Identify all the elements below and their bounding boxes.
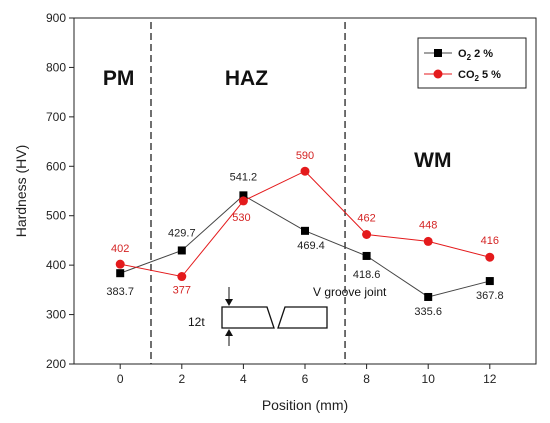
y-tick-label: 600 — [46, 159, 66, 173]
region-label-wm: WM — [414, 149, 451, 172]
y-tick-label: 400 — [46, 258, 66, 272]
data-label: 367.8 — [476, 290, 504, 302]
x-tick-label: 10 — [422, 372, 436, 386]
data-point-circle — [362, 229, 372, 239]
x-tick-label: 6 — [302, 372, 309, 386]
x-axis-title: Position (mm) — [262, 397, 348, 413]
x-tick-label: 0 — [117, 372, 124, 386]
data-point-square — [301, 226, 309, 235]
data-point-square — [424, 292, 433, 301]
legend-marker-circle — [433, 69, 443, 79]
data-point-square — [485, 277, 494, 286]
data-label: 377 — [173, 285, 191, 297]
y-axis-title: Hardness (HV) — [13, 145, 29, 238]
data-label: 429.7 — [168, 227, 196, 239]
legend-entry-0: O2 2 % — [458, 48, 493, 62]
x-tick-label: 2 — [178, 372, 185, 386]
data-label: 418.6 — [353, 269, 381, 281]
data-point-circle — [177, 272, 187, 282]
data-label: 402 — [111, 243, 129, 255]
region-label-pm: PM — [103, 67, 135, 90]
data-point-circle — [115, 259, 125, 269]
y-tick-label: 700 — [46, 110, 66, 124]
legend-entry-1: CO2 5 % — [458, 69, 501, 83]
data-label: 541.2 — [230, 171, 258, 183]
data-point-square — [239, 191, 248, 200]
data-label: 530 — [232, 212, 250, 224]
data-label: 448 — [419, 219, 437, 231]
x-tick-label: 12 — [483, 372, 497, 386]
data-point-square — [362, 251, 371, 260]
legend-box — [417, 37, 527, 89]
data-point-square — [116, 269, 125, 278]
thickness-arrowhead-bottom — [225, 329, 233, 336]
y-tick-label: 300 — [46, 308, 66, 322]
data-point-circle — [423, 236, 433, 246]
data-label: 462 — [357, 212, 375, 224]
joint-annotation: V groove joint — [313, 285, 387, 299]
legend-marker-square — [434, 49, 442, 57]
data-label: 469.4 — [297, 240, 325, 252]
x-tick-label: 8 — [363, 372, 370, 386]
data-label: 383.7 — [106, 286, 134, 298]
y-tick-label: 200 — [46, 357, 66, 371]
region-label-haz: HAZ — [225, 67, 268, 90]
data-point-circle — [300, 166, 310, 176]
y-tick-label: 800 — [46, 60, 66, 74]
data-point-circle — [485, 252, 495, 262]
y-tick-label: 900 — [46, 11, 66, 25]
thickness-arrowhead-top — [225, 299, 233, 306]
joint-plate-left — [221, 306, 275, 329]
data-label: 335.6 — [414, 306, 442, 318]
data-point-circle — [238, 196, 248, 206]
joint-plate-right — [277, 306, 328, 329]
data-point-square — [177, 246, 186, 255]
x-tick-label: 4 — [240, 372, 247, 386]
data-label: 416 — [481, 235, 499, 247]
thickness-annotation: 12t — [188, 315, 205, 329]
data-label: 590 — [296, 150, 314, 162]
y-tick-label: 500 — [46, 209, 66, 223]
